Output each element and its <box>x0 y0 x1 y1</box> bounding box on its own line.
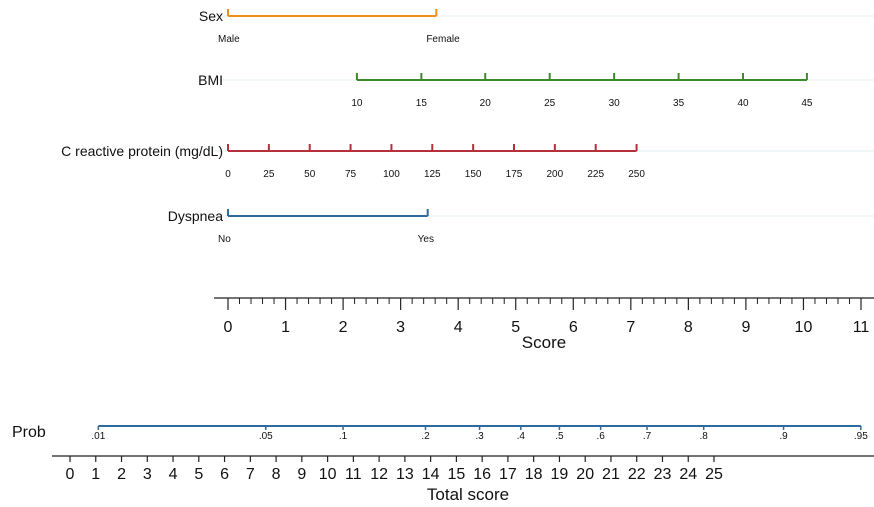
total-score-tick-label: 23 <box>654 466 672 483</box>
total-score-tick-label: 16 <box>473 466 491 483</box>
probability-tick-label: .5 <box>555 431 564 442</box>
probability-tick-label: .3 <box>475 431 484 442</box>
total-score-tick-label: 1 <box>91 466 100 483</box>
variable-tick-label: 15 <box>416 98 428 109</box>
variable-tick-label: 30 <box>609 98 621 109</box>
total-score-tick-label: 13 <box>396 466 414 483</box>
score-tick-label: 5 <box>511 319 520 336</box>
score-tick-label: 7 <box>626 319 635 336</box>
total-score-axis: 0 1 2 3 4 5 6 7 8 9 10 11 12 13 14 15 16 17 18 19 20 21 22 23 24… <box>52 455 874 483</box>
probability-tick-label: .4 <box>517 431 526 442</box>
total-score-tick-label: 21 <box>602 466 620 483</box>
total-score-tick-label: 11 <box>345 466 362 483</box>
total-score-tick-label: 15 <box>448 466 466 483</box>
total-score-tick-label: 25 <box>705 466 723 483</box>
probability-tick-label: .8 <box>700 431 709 442</box>
total-score-tick-label: 2 <box>117 466 126 483</box>
variable-label: Sex <box>199 8 223 24</box>
score-tick-label: 8 <box>684 319 693 336</box>
probability-tick-label: .2 <box>421 431 430 442</box>
variable-scales: Sex Male Female BMI 10 15 20 25 30 35 40 45 C reacti… <box>61 8 813 245</box>
total-score-tick-label: 18 <box>525 466 543 483</box>
variable-tick-label: 0 <box>225 169 231 180</box>
probability-tick-label: .9 <box>779 431 788 442</box>
score-tick-label: 10 <box>795 319 813 336</box>
variable-label: BMI <box>198 72 223 88</box>
total-score-tick-label: 7 <box>246 466 255 483</box>
total-score-tick-label: 3 <box>143 466 152 483</box>
variable-tick-label: Male <box>218 34 240 45</box>
score-tick-label: 9 <box>741 319 750 336</box>
probability-tick-label: .05 <box>259 431 273 442</box>
variable-tick-label: 200 <box>547 169 564 180</box>
probability-scale: .01 .05 .1 .2 .3 .4 .5 .6 .7 .8 .9 .95 <box>91 425 868 442</box>
probability-tick-label: .1 <box>339 431 348 442</box>
total-score-axis-title: Total score <box>427 485 509 504</box>
total-score-tick-label: 14 <box>422 466 440 483</box>
total-score-tick-label: 20 <box>576 466 594 483</box>
score-axis-title: Score <box>522 333 566 352</box>
total-score-tick-label: 22 <box>628 466 646 483</box>
variable-tick-label: 25 <box>544 98 556 109</box>
variable-tick-label: 75 <box>345 169 357 180</box>
variable-tick-label: 10 <box>351 98 363 109</box>
variable-tick-label: Female <box>426 34 460 45</box>
variable-tick-label: No <box>218 234 231 245</box>
probability-label: Prob <box>12 424 46 441</box>
probability-tick-label: .7 <box>643 431 652 442</box>
total-score-tick-label: 19 <box>551 466 569 483</box>
variable-tick-label: 40 <box>737 98 749 109</box>
total-score-tick-label: 17 <box>499 466 517 483</box>
total-score-tick-label: 10 <box>319 466 337 483</box>
variable-tick-label: Yes <box>418 234 434 245</box>
variable-tick-label: 175 <box>506 169 523 180</box>
total-score-tick-label: 5 <box>194 466 203 483</box>
total-score-tick-label: 12 <box>370 466 388 483</box>
variable-label: C reactive protein (mg/dL) <box>61 143 223 159</box>
probability-tick-label: .6 <box>596 431 605 442</box>
variable-tick-label: 100 <box>383 169 400 180</box>
score-tick-label: 2 <box>339 319 348 336</box>
score-tick-label: 11 <box>853 319 870 336</box>
total-score-tick-label: 4 <box>169 466 178 483</box>
variable-tick-label: 25 <box>263 169 275 180</box>
score-tick-label: 0 <box>224 319 233 336</box>
variable-tick-label: 225 <box>587 169 604 180</box>
total-score-tick-label: 9 <box>297 466 306 483</box>
variable-tick-label: 250 <box>628 169 645 180</box>
total-score-tick-label: 6 <box>220 466 229 483</box>
variable-tick-label: 35 <box>673 98 685 109</box>
score-tick-label: 4 <box>454 319 463 336</box>
variable-tick-label: 150 <box>465 169 482 180</box>
variable-tick-label: 50 <box>304 169 316 180</box>
score-tick-label: 3 <box>396 319 405 336</box>
score-axis: 0 1 2 3 4 5 6 7 8 9 10 11 <box>214 297 874 336</box>
variable-tick-label: 20 <box>480 98 492 109</box>
variable-label: Dyspnea <box>168 208 223 224</box>
total-score-tick-label: 0 <box>66 466 75 483</box>
score-tick-label: 6 <box>569 319 578 336</box>
score-tick-label: 1 <box>281 319 290 336</box>
variable-tick-label: 45 <box>801 98 813 109</box>
total-score-tick-label: 24 <box>679 466 697 483</box>
probability-tick-label: .01 <box>91 431 105 442</box>
total-score-tick-label: 8 <box>272 466 281 483</box>
gridlines <box>214 15 874 217</box>
probability-tick-label: .95 <box>854 431 868 442</box>
variable-tick-label: 125 <box>424 169 441 180</box>
